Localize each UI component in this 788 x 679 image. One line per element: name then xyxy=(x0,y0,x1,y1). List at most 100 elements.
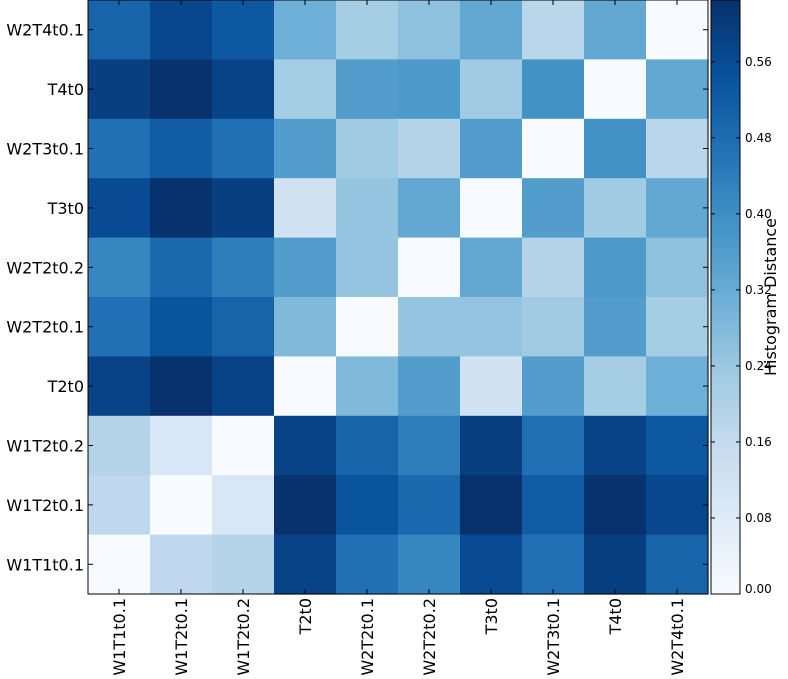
heatmap-cell xyxy=(212,415,275,476)
heatmap-cell xyxy=(88,356,151,417)
heatmap-cell xyxy=(336,415,399,476)
heatmap-cell xyxy=(460,415,523,476)
heatmap-cell xyxy=(150,118,213,179)
heatmap-cell xyxy=(398,178,461,239)
heatmap-cell xyxy=(398,297,461,357)
heatmap-cell xyxy=(522,237,585,298)
colorbar-tick-label: 0.16 xyxy=(745,435,772,449)
heatmap-cell xyxy=(460,178,523,239)
heatmap-cell xyxy=(460,475,523,536)
heatmap-cell xyxy=(212,237,275,298)
heatmap-cell xyxy=(150,237,213,298)
colorbar-tick-label: 0.48 xyxy=(745,131,772,145)
heatmap-cell xyxy=(646,59,709,120)
heatmap-cell xyxy=(398,534,461,595)
heatmap-cell xyxy=(398,118,461,179)
colorbar-tick-label: 0.08 xyxy=(745,511,772,525)
heatmap-cell xyxy=(150,0,213,60)
heatmap-cell xyxy=(336,178,399,239)
heatmap-cell xyxy=(212,475,275,536)
heatmap-cell xyxy=(460,118,523,179)
plot-frame xyxy=(87,0,709,595)
heatmap-cell xyxy=(212,534,275,595)
x-tick-label: W2T4t0.1 xyxy=(668,598,687,676)
colorbar-tick-label: 0.32 xyxy=(745,283,772,297)
heatmap-cells xyxy=(88,0,709,595)
heatmap-cell xyxy=(274,178,337,239)
y-tick-label: W2T2t0.1 xyxy=(6,318,84,337)
heatmap-cell xyxy=(522,297,585,357)
heatmap-cell xyxy=(336,0,399,60)
heatmap-cell xyxy=(150,297,213,357)
heatmap-cell xyxy=(336,237,399,298)
heatmap-cell xyxy=(88,59,151,120)
heatmap-cell xyxy=(212,178,275,239)
heatmap-cell xyxy=(522,475,585,536)
heatmap-cell xyxy=(460,0,523,60)
heatmap-cell xyxy=(88,297,151,357)
heatmap-cell xyxy=(584,59,647,120)
colorbar-tick-label: 0.56 xyxy=(745,55,772,69)
heatmap-cell xyxy=(398,0,461,60)
heatmap-cell xyxy=(88,178,151,239)
heatmap-cell xyxy=(584,0,647,60)
heatmap-cell xyxy=(274,475,337,536)
heatmap-cell xyxy=(522,534,585,595)
x-tick-label: T3t0 xyxy=(482,598,501,635)
heatmap-cell xyxy=(584,237,647,298)
y-tick-label: T2t0 xyxy=(47,377,84,396)
colorbar-tick-label: 0.00 xyxy=(745,582,772,596)
heatmap-cell xyxy=(88,415,151,476)
heatmap-cell xyxy=(336,356,399,417)
colorbar xyxy=(710,0,741,595)
colorbar-tick-label: 0.40 xyxy=(745,207,772,221)
x-tick-label: W2T2t0.2 xyxy=(420,598,439,676)
heatmap-cell xyxy=(88,534,151,595)
heatmap-cell xyxy=(398,475,461,536)
heatmap-cell xyxy=(646,0,709,60)
colorbar-tick-label: 0.24 xyxy=(745,359,772,373)
y-tick-label: T4t0 xyxy=(47,80,84,99)
y-tick-label: W1T2t0.1 xyxy=(6,496,84,515)
heatmap-cell xyxy=(460,534,523,595)
y-axis-tick-labels: W2T4t0.1 T4t0 W2T3t0.1 T3t0 W2T2t0.2 W2T2t0.1… xyxy=(6,21,708,574)
heatmap-cell xyxy=(584,356,647,417)
heatmap-cell xyxy=(336,297,399,357)
heatmap-cell xyxy=(646,356,709,417)
heatmap-cell xyxy=(274,118,337,179)
colorbar-label: Histogram Distance xyxy=(761,218,780,376)
heatmap-cell xyxy=(646,237,709,298)
heatmap-cell xyxy=(150,178,213,239)
heatmap-cell xyxy=(398,415,461,476)
heatmap-cell xyxy=(460,237,523,298)
y-tick-label: W1T2t0.2 xyxy=(6,437,84,456)
heatmap-cell xyxy=(398,237,461,298)
heatmap-cell xyxy=(274,415,337,476)
heatmap-cell xyxy=(274,59,337,120)
heatmap-cell xyxy=(522,0,585,60)
heatmap-cell xyxy=(646,534,709,595)
heatmap-cell xyxy=(212,0,275,60)
heatmap-cell xyxy=(88,0,151,60)
y-tick-label: W2T4t0.1 xyxy=(6,21,84,40)
y-tick-label: W2T2t0.2 xyxy=(6,258,84,277)
heatmap-cell xyxy=(584,297,647,357)
heatmap-cell xyxy=(522,178,585,239)
heatmap-cell xyxy=(150,356,213,417)
heatmap-cell xyxy=(88,475,151,536)
heatmap-cell xyxy=(522,356,585,417)
y-tick-label: W1T1t0.1 xyxy=(6,555,84,574)
heatmap-cell xyxy=(646,475,709,536)
y-tick-label: T3t0 xyxy=(47,199,84,218)
heatmap-cell xyxy=(336,118,399,179)
heatmap-cell xyxy=(212,59,275,120)
heatmap-cell xyxy=(522,415,585,476)
heatmap-cell xyxy=(88,118,151,179)
heatmap-cell xyxy=(274,534,337,595)
heatmap-cell xyxy=(336,534,399,595)
heatmap-cell xyxy=(274,356,337,417)
x-tick-label: T2t0 xyxy=(296,598,315,635)
heatmap-cell xyxy=(646,118,709,179)
heatmap-cell xyxy=(150,415,213,476)
